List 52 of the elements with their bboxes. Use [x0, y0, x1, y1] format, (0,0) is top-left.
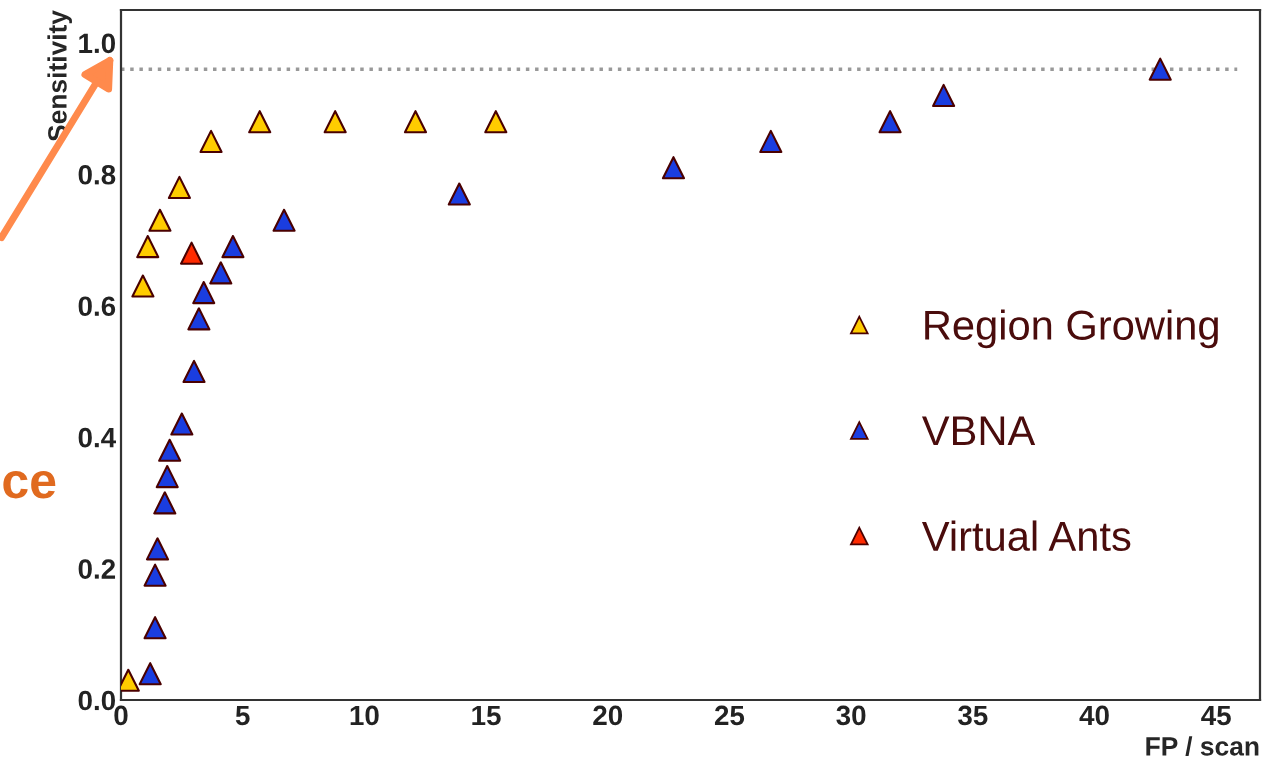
- point: [484, 110, 508, 134]
- x-tick-label: 5: [235, 705, 250, 726]
- point: [158, 438, 182, 462]
- point: [221, 235, 245, 259]
- point: [759, 129, 783, 153]
- x-tick-label: 0: [114, 705, 128, 726]
- point: [1148, 57, 1172, 81]
- point: [187, 307, 211, 331]
- y-tick-label: 0.6: [78, 296, 116, 317]
- point: [143, 563, 167, 587]
- point: [145, 537, 170, 561]
- x-tick-label: 10: [350, 705, 379, 726]
- x-tick-label: 45: [1201, 705, 1231, 726]
- y-tick-label: 0.8: [78, 164, 116, 185]
- point: [272, 208, 296, 232]
- x-tick-label: 20: [593, 705, 623, 726]
- x-axis-title: FP / scan: [1146, 736, 1259, 756]
- x-tick-label: 40: [1079, 705, 1109, 726]
- y-tick-label: 1.0: [79, 33, 115, 54]
- y-tick-label: 0.0: [78, 690, 115, 711]
- legend-label: Virtual Ants: [921, 520, 1131, 552]
- point: [878, 110, 902, 134]
- point: [138, 662, 162, 686]
- x-tick-label: 25: [714, 705, 745, 726]
- y-tick-label: 0.4: [78, 427, 116, 448]
- point: [155, 465, 179, 489]
- point: [170, 412, 194, 436]
- point: [323, 110, 347, 134]
- y-tick-label: 0.2: [78, 559, 116, 579]
- point: [248, 110, 272, 134]
- point: [153, 491, 177, 515]
- point: [403, 110, 428, 134]
- point: [148, 208, 172, 232]
- point: [143, 616, 167, 640]
- x-tick-label: 30: [836, 705, 866, 726]
- text: ce: [3, 471, 56, 499]
- point: [180, 241, 204, 265]
- legend-label: VBNA: [921, 416, 1036, 446]
- point: [661, 156, 686, 180]
- point: [932, 83, 956, 107]
- y-axis-title: Sensitivity: [47, 10, 72, 142]
- point: [199, 129, 223, 153]
- point: [447, 182, 471, 206]
- point: [192, 281, 216, 305]
- x-tick-label: 15: [472, 705, 501, 726]
- point: [131, 274, 155, 298]
- point: [136, 235, 160, 259]
- legend-label: Region Growing: [925, 309, 1218, 349]
- x-tick-label: 35: [958, 705, 988, 726]
- point: [182, 359, 206, 383]
- point: [209, 261, 233, 285]
- point: [167, 175, 191, 199]
